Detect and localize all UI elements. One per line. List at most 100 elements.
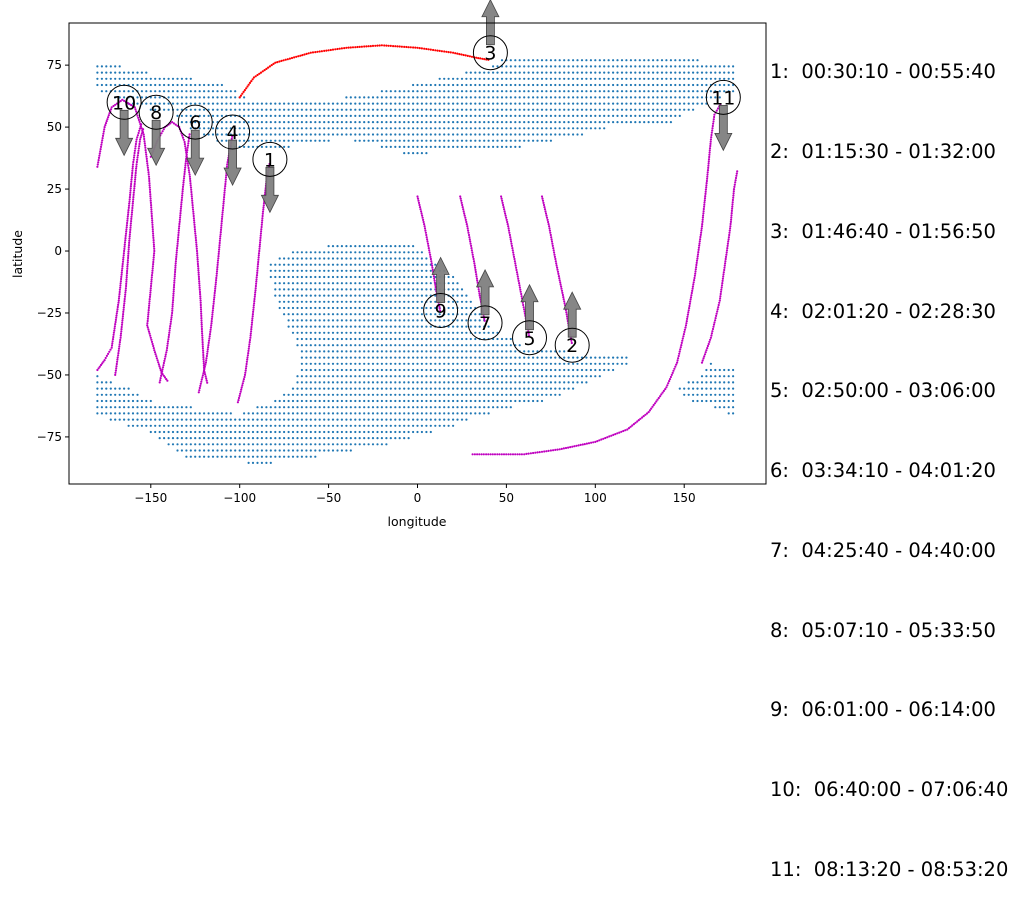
track-11-point	[728, 232, 730, 234]
land-point	[439, 375, 441, 377]
land-point	[243, 127, 245, 129]
land-point	[292, 103, 294, 105]
land-point	[310, 257, 312, 259]
land-point	[319, 103, 321, 105]
land-point	[408, 103, 410, 105]
land-point	[510, 381, 512, 383]
land-point	[425, 350, 427, 352]
land-point	[216, 96, 218, 98]
track-1-point	[197, 261, 199, 263]
track-1-point	[198, 280, 200, 282]
land-point	[536, 84, 538, 86]
track-4-point	[164, 358, 166, 360]
track-4-point	[180, 201, 182, 203]
track-9-point	[519, 289, 521, 291]
land-point	[412, 282, 414, 284]
track-12-point	[674, 366, 676, 368]
land-point	[403, 344, 405, 346]
land-point	[332, 425, 334, 427]
land-point	[119, 419, 121, 421]
land-point	[403, 388, 405, 390]
land-point	[203, 96, 205, 98]
track-1-point	[191, 195, 193, 197]
land-point	[128, 394, 130, 396]
land-point	[621, 96, 623, 98]
track-11-point	[716, 310, 718, 312]
land-point	[212, 133, 214, 135]
land-point	[363, 381, 365, 383]
land-point	[536, 72, 538, 74]
land-point	[354, 127, 356, 129]
land-point	[385, 257, 387, 259]
land-point	[292, 282, 294, 284]
land-point	[296, 319, 298, 321]
track-8-point	[475, 271, 477, 273]
land-point	[612, 90, 614, 92]
land-point	[310, 332, 312, 334]
land-point	[501, 140, 503, 142]
land-point	[319, 406, 321, 408]
land-point	[274, 109, 276, 111]
land-point	[345, 431, 347, 433]
land-point	[283, 313, 285, 315]
land-point	[430, 375, 432, 377]
land-point	[532, 394, 534, 396]
land-point	[332, 288, 334, 290]
land-point	[634, 72, 636, 74]
land-point	[341, 121, 343, 123]
land-point	[323, 319, 325, 321]
track-3-point	[130, 222, 132, 224]
land-point	[696, 381, 698, 383]
land-point	[381, 146, 383, 148]
track-2-point	[139, 128, 141, 130]
land-point	[621, 121, 623, 123]
land-point	[354, 103, 356, 105]
land-point	[403, 326, 405, 328]
land-point	[181, 443, 183, 445]
land-point	[661, 109, 663, 111]
land-point	[283, 431, 285, 433]
track-4-point	[179, 214, 181, 216]
track-2-point	[128, 207, 130, 209]
land-point	[128, 78, 130, 80]
land-point	[479, 84, 481, 86]
track-12-point	[543, 450, 545, 452]
track-12-point	[692, 283, 694, 285]
track-3-point	[133, 185, 135, 187]
track-1-point	[197, 269, 199, 271]
land-point	[603, 127, 605, 129]
track-9-point	[503, 208, 505, 210]
land-point	[639, 78, 641, 80]
track-0-point	[148, 182, 150, 184]
land-point	[216, 127, 218, 129]
land-point	[496, 65, 498, 67]
track-2-point	[126, 222, 128, 224]
land-point	[336, 121, 338, 123]
land-point	[599, 65, 601, 67]
land-point	[461, 127, 463, 129]
land-point	[563, 72, 565, 74]
track-0-point	[153, 239, 155, 241]
land-point	[305, 332, 307, 334]
track-0-point	[153, 347, 155, 349]
track-4-point	[179, 216, 181, 218]
land-point	[390, 276, 392, 278]
land-point	[328, 307, 330, 309]
land-point	[492, 96, 494, 98]
land-point	[101, 72, 103, 74]
land-point	[399, 96, 401, 98]
track-0-point	[147, 318, 149, 320]
land-point	[385, 406, 387, 408]
land-point	[252, 449, 254, 451]
track-2-point	[133, 154, 135, 156]
land-point	[390, 357, 392, 359]
land-point	[323, 357, 325, 359]
land-point	[670, 72, 672, 74]
land-point	[376, 369, 378, 371]
land-point	[332, 400, 334, 402]
land-point	[541, 72, 543, 74]
track-0-point	[100, 146, 102, 148]
land-point	[519, 121, 521, 123]
land-point	[599, 90, 601, 92]
land-point	[328, 394, 330, 396]
